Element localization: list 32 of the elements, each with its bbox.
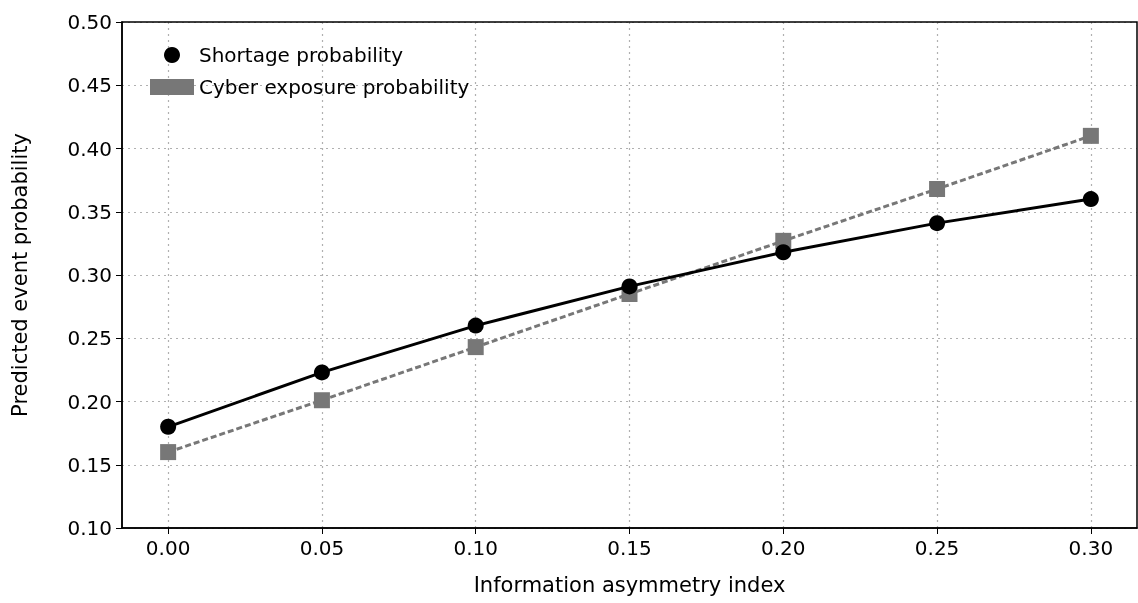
x-tick-label: 0.10 <box>453 536 498 560</box>
point <box>929 180 946 197</box>
point <box>1082 191 1099 208</box>
point <box>1082 127 1099 144</box>
y-tick-label: 0.45 <box>67 73 112 98</box>
point <box>160 418 177 435</box>
x-tick-label: 0.20 <box>761 536 806 560</box>
y-tick-label: 0.50 <box>67 10 112 34</box>
x-tick-label: 0.05 <box>299 536 345 560</box>
legend-label: Shortage probability <box>199 43 404 67</box>
point <box>313 392 330 409</box>
point <box>313 364 330 381</box>
y-tick-label: 0.30 <box>67 263 112 287</box>
point <box>775 244 792 261</box>
point <box>160 444 177 461</box>
y-tick-label: 0.25 <box>67 326 112 351</box>
legend-label: Cyber exposure probability <box>199 75 470 99</box>
point <box>467 339 484 356</box>
y-axis-title: Predicted event probability <box>7 133 32 417</box>
y-tick-label: 0.15 <box>67 452 112 477</box>
x-tick-label: 0.25 <box>914 536 960 560</box>
x-tick-label: 0.15 <box>607 536 652 560</box>
x-axis-title: Information asymmetry index <box>473 572 786 597</box>
point <box>621 278 638 295</box>
x-tick-label: 0.30 <box>1068 536 1114 560</box>
y-tick-label: 0.35 <box>67 199 112 224</box>
y-tick-label: 0.20 <box>67 389 112 414</box>
x-tick-label: 0.00 <box>145 536 191 560</box>
y-tick-label: 0.40 <box>67 136 112 161</box>
point <box>467 317 484 334</box>
y-tick-label: 0.10 <box>67 516 112 540</box>
point <box>929 215 946 232</box>
